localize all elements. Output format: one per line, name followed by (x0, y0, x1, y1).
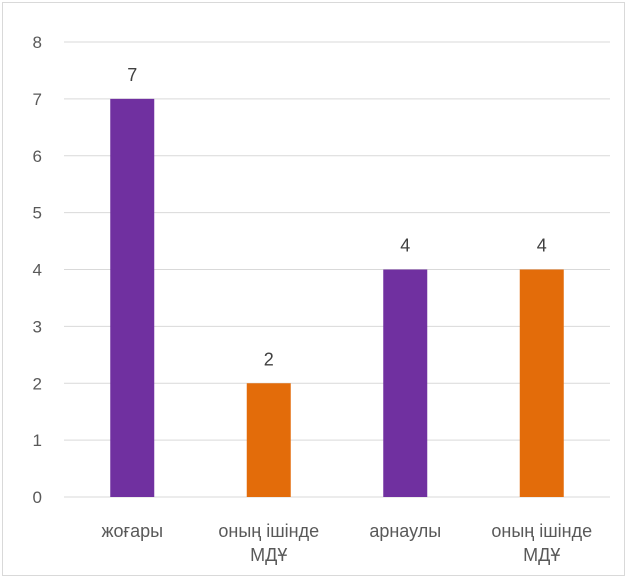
y-tick-label: 7 (33, 90, 42, 109)
x-category-label: МДҰ (523, 545, 560, 565)
x-category-label: арнаулы (369, 521, 441, 541)
x-category-label: оның ішінде (218, 521, 319, 541)
x-category-label: оның ішінде (491, 521, 592, 541)
bar (519, 269, 564, 497)
y-axis-ticks: 0 1 2 3 4 5 6 7 8 (33, 33, 42, 507)
bar (383, 269, 428, 497)
x-category-label: жоғары (101, 521, 163, 541)
data-label: 4 (400, 236, 410, 256)
bar (246, 383, 291, 497)
y-tick-label: 1 (33, 431, 42, 450)
y-tick-label: 6 (33, 147, 42, 166)
data-label: 4 (537, 236, 547, 256)
data-label: 7 (127, 65, 137, 85)
y-tick-label: 2 (33, 374, 42, 393)
bars (110, 98, 564, 497)
y-tick-label: 8 (33, 33, 42, 52)
gridlines (64, 41, 610, 498)
y-tick-label: 5 (33, 204, 42, 223)
data-labels: 7 2 4 4 (127, 65, 547, 369)
y-tick-label: 3 (33, 317, 42, 336)
x-axis-labels: жоғары оның ішінде МДҰ арнаулы оның ішінде МД… (101, 521, 592, 565)
bar (110, 98, 155, 497)
y-tick-label: 0 (33, 488, 42, 507)
y-tick-label: 4 (33, 261, 42, 280)
x-category-label: МДҰ (250, 545, 287, 565)
data-label: 2 (264, 349, 274, 369)
